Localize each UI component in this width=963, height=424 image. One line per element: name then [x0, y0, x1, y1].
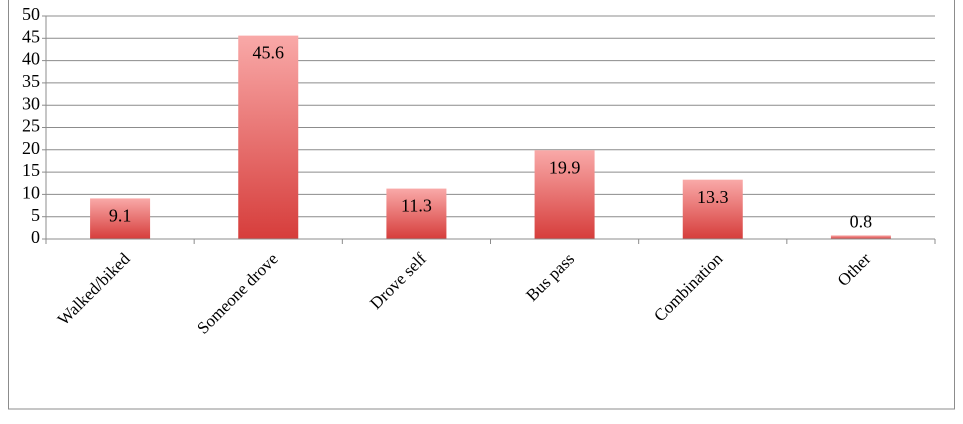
- x-tick-label: Walked/biked: [54, 249, 134, 329]
- y-tick-label: 15: [22, 160, 40, 180]
- data-label: 19.9: [549, 157, 581, 177]
- y-tick-label: 35: [22, 71, 40, 91]
- bar: [238, 35, 299, 240]
- x-tick-label: Bus pass: [522, 249, 578, 305]
- bar: [386, 188, 447, 239]
- x-tick-label: Drove self: [366, 249, 430, 313]
- y-tick-label: 30: [22, 93, 40, 113]
- y-tick-label: 25: [22, 116, 40, 136]
- x-tick-label: Combination: [650, 249, 727, 326]
- data-label: 11.3: [401, 196, 432, 216]
- bar: [90, 198, 151, 239]
- x-tick-label: Someone drove: [193, 249, 282, 338]
- data-label: 45.6: [253, 43, 285, 63]
- y-tick-label: 0: [31, 227, 40, 247]
- bar: [682, 179, 743, 239]
- bar: [534, 150, 595, 239]
- y-tick-label: 10: [22, 183, 40, 203]
- y-tick-label: 40: [22, 49, 40, 69]
- data-label: 9.1: [109, 206, 132, 226]
- bar: [830, 235, 891, 239]
- data-label: 13.3: [697, 187, 729, 207]
- chart-frame: [8, 0, 955, 410]
- y-tick-label: 5: [31, 205, 40, 225]
- data-label: 0.8: [850, 212, 873, 232]
- y-tick-label: 50: [22, 4, 40, 24]
- x-tick-label: Other: [834, 249, 875, 290]
- y-tick-label: 45: [22, 26, 40, 46]
- y-tick-label: 20: [22, 138, 40, 158]
